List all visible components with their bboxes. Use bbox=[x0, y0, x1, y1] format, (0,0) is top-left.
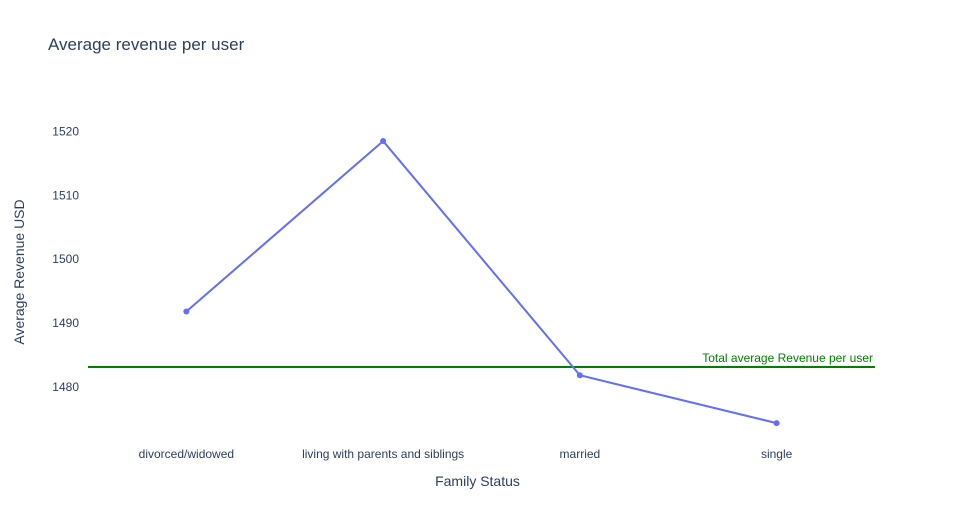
data-point[interactable] bbox=[576, 372, 583, 379]
x-axis-ticks: divorced/widowed living with parents and … bbox=[139, 447, 793, 461]
y-tick-label: 1500 bbox=[52, 252, 79, 266]
data-point[interactable] bbox=[183, 308, 190, 315]
x-tick-label: single bbox=[761, 447, 793, 461]
y-tick-label: 1490 bbox=[52, 316, 79, 330]
x-tick-label: divorced/widowed bbox=[139, 447, 234, 461]
reference-line-label: Total average Revenue per user bbox=[702, 351, 873, 365]
reference-line-group: Total average Revenue per user bbox=[88, 351, 875, 368]
series-group bbox=[183, 138, 780, 427]
y-tick-label: 1510 bbox=[52, 188, 79, 202]
y-tick-label: 1480 bbox=[52, 380, 79, 394]
series-line bbox=[185, 139, 777, 425]
data-point[interactable] bbox=[380, 138, 387, 145]
x-axis-title: Family Status bbox=[435, 473, 520, 489]
data-point[interactable] bbox=[773, 420, 780, 427]
y-axis-ticks: 1480 1490 1500 1510 1520 bbox=[52, 124, 79, 393]
y-tick-label: 1520 bbox=[52, 124, 79, 138]
x-tick-label: married bbox=[560, 447, 601, 461]
x-tick-label: living with parents and siblings bbox=[302, 447, 464, 461]
y-axis-title: Average Revenue USD bbox=[11, 199, 27, 344]
chart-title: Average revenue per user bbox=[48, 35, 245, 54]
